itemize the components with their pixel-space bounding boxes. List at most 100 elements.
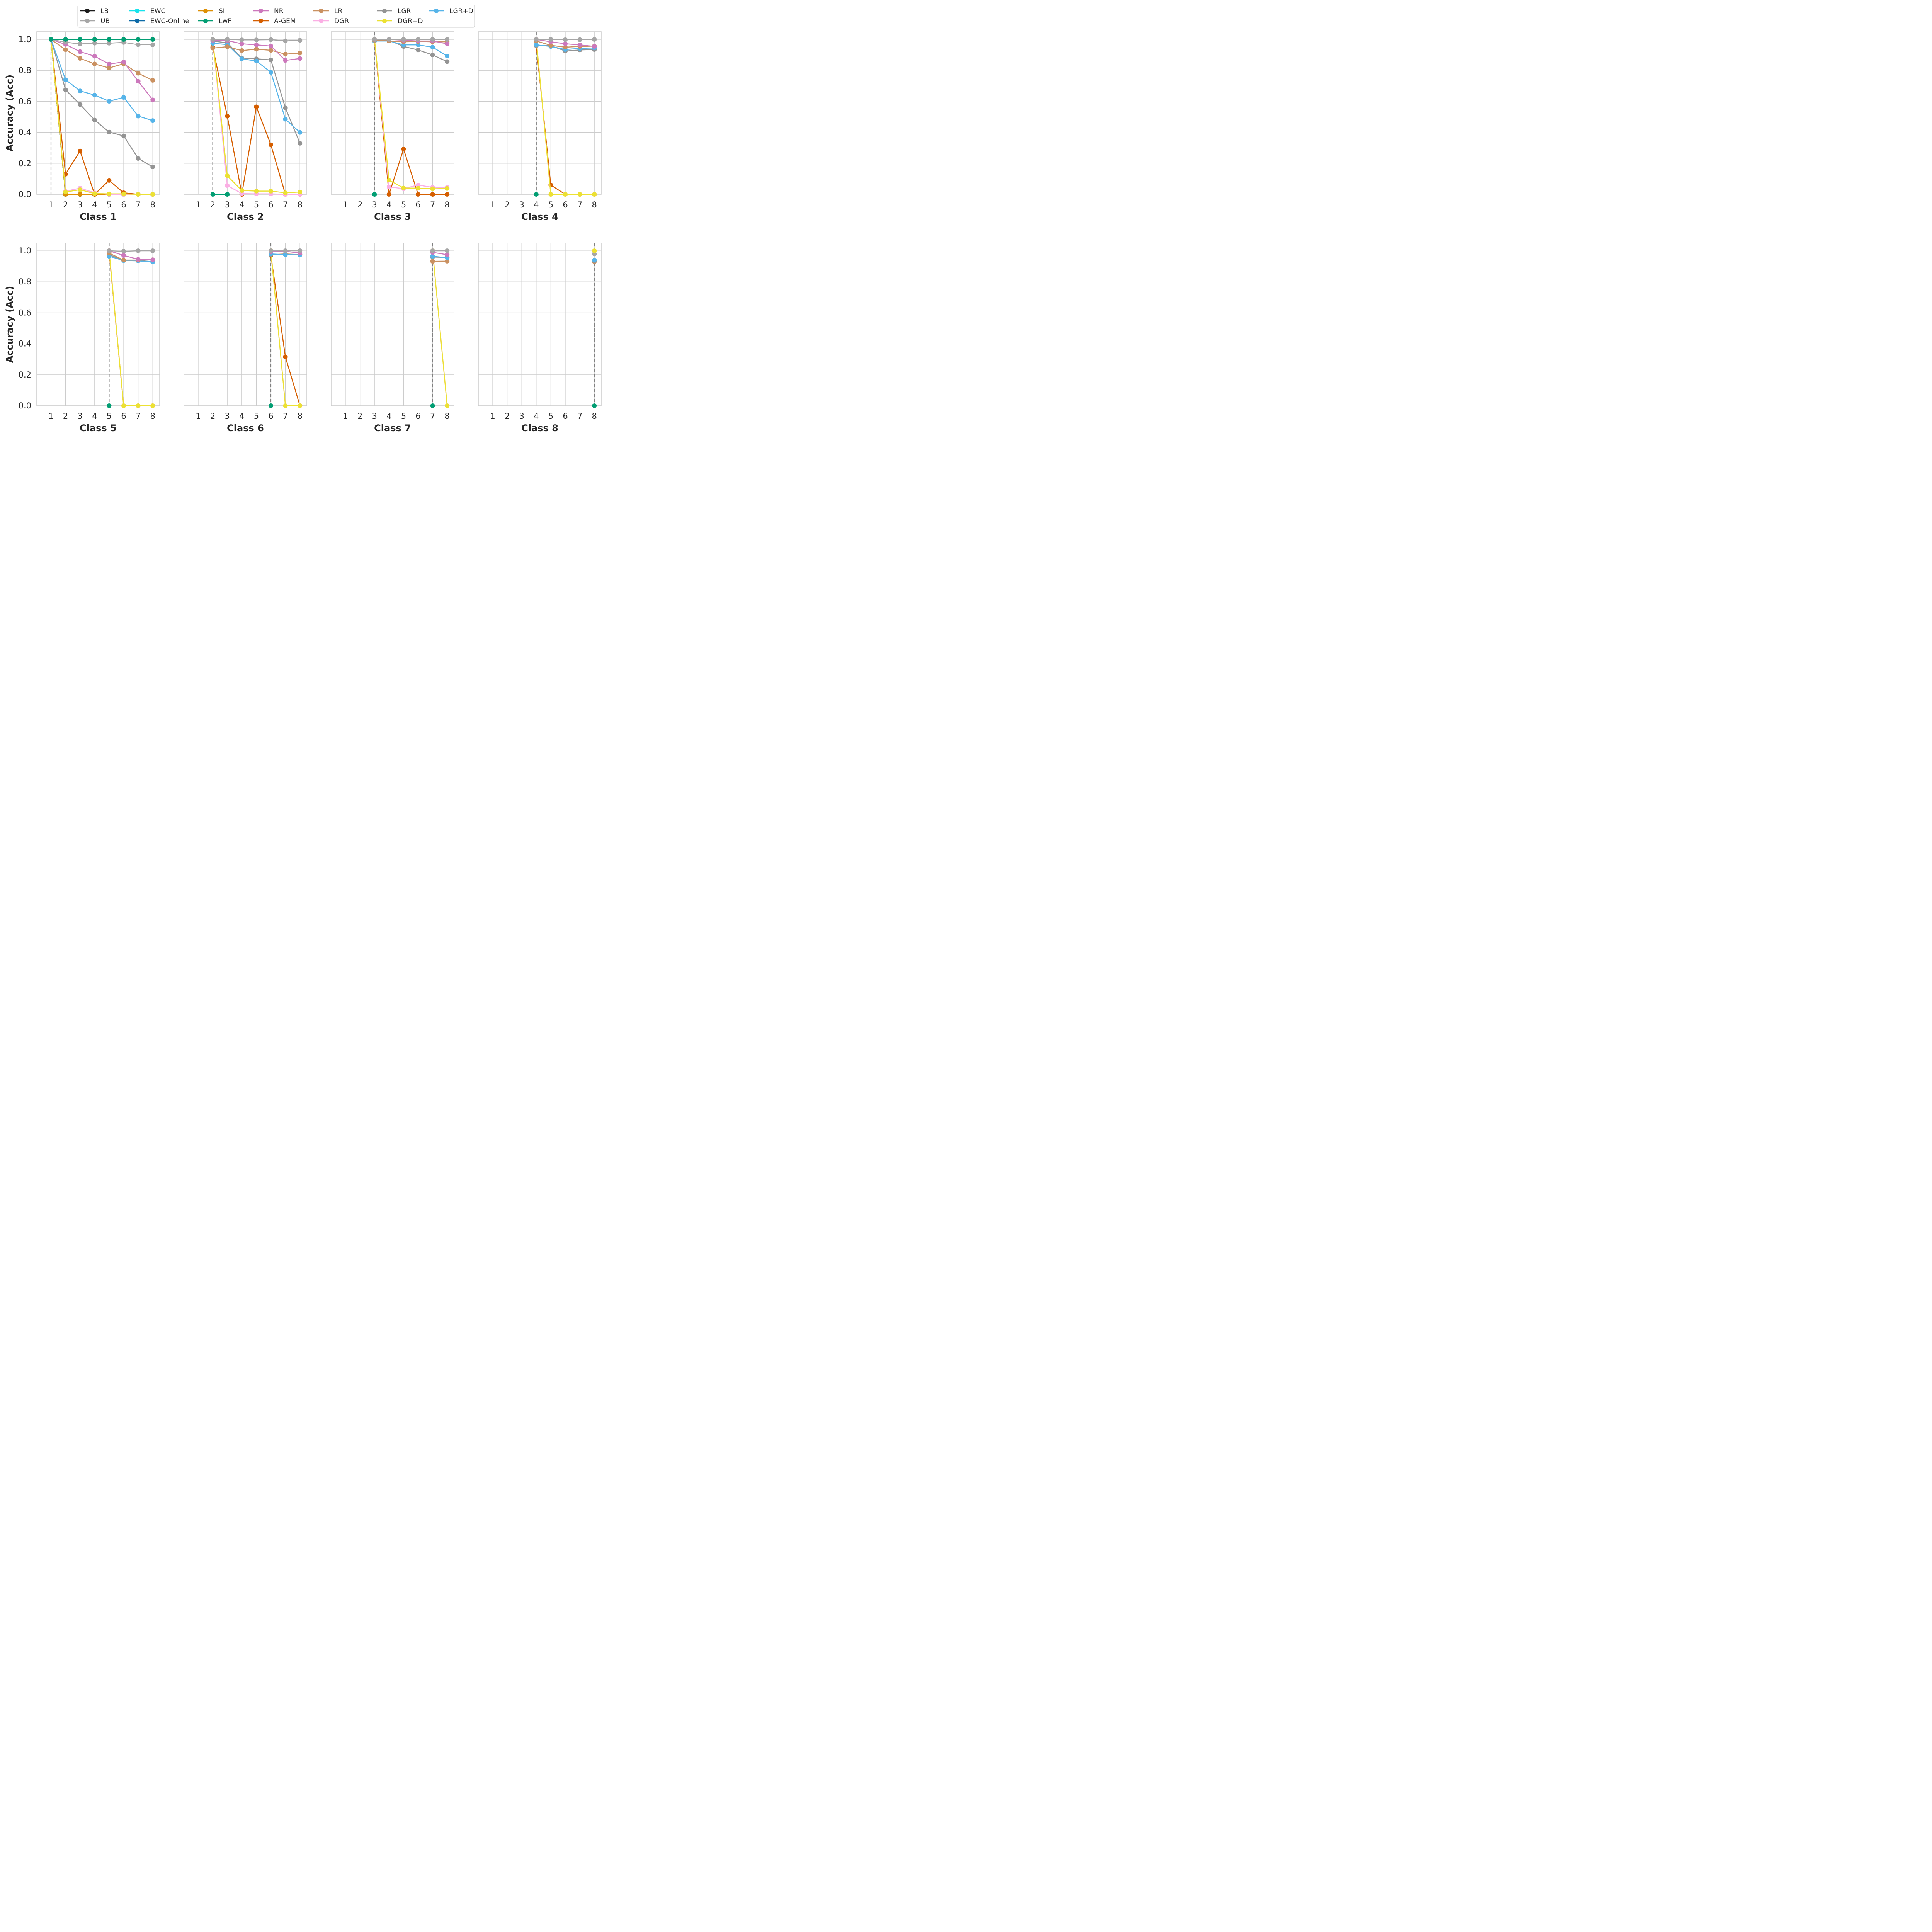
legend-item-lwf: LwF (198, 17, 231, 25)
data-point-ub (239, 37, 244, 43)
data-point-lwf (136, 37, 141, 42)
data-point-lr (269, 48, 273, 53)
x-tick-label: 3 (519, 200, 524, 209)
x-tick-label: 1 (48, 200, 53, 209)
series-line-ub (51, 39, 153, 45)
data-point-nr (107, 61, 112, 66)
data-point-lgr-d (416, 43, 420, 48)
series-dgr (372, 37, 450, 191)
legend-label-ewc: EWC (150, 7, 165, 15)
data-point-lr (298, 51, 303, 56)
series-lwf (269, 403, 273, 408)
legend-marker-a-gem (259, 19, 263, 23)
x-tick-label: 3 (78, 412, 83, 421)
data-point-lr (445, 259, 450, 264)
data-point-lwf (49, 37, 53, 42)
data-point-lwf (121, 37, 126, 42)
panel-frame (331, 31, 454, 195)
x-tick-label: 2 (63, 412, 68, 421)
x-tick-label: 2 (505, 412, 510, 421)
y-tick-label: 0.6 (19, 97, 31, 106)
legend-marker-lgr (382, 9, 387, 13)
x-tick-label: 8 (150, 412, 155, 421)
x-tick-label: 5 (254, 412, 259, 421)
legend-label-lwf: LwF (219, 17, 231, 25)
panel-frame (36, 31, 160, 195)
legend-marker-dgr (319, 19, 323, 23)
data-point-dgr-d (416, 186, 420, 190)
data-point-lwf (592, 403, 597, 408)
data-point-dgr-d (225, 173, 230, 178)
x-tick-label: 1 (196, 412, 201, 421)
legend-label-ewc-online: EWC-Online (150, 17, 189, 25)
x-tick-label: 3 (78, 200, 83, 209)
data-point-dgr-d (283, 403, 288, 408)
y-tick-label: 0.2 (19, 159, 31, 168)
data-point-lgr-d (63, 77, 68, 82)
data-point-lgr-d (283, 117, 288, 122)
legend-label-ub: UB (100, 17, 110, 25)
data-point-a-gem (430, 192, 435, 197)
legend-marker-ub (85, 19, 90, 23)
data-point-dgr-d (592, 248, 597, 253)
x-axis-title: Class 2 (227, 211, 264, 222)
data-point-lgr-d (254, 58, 259, 63)
x-tick-label: 5 (548, 200, 553, 209)
data-point-ub (92, 41, 97, 46)
data-point-lr (283, 52, 288, 57)
data-point-ub (283, 248, 288, 253)
legend-item-lb: LB (80, 7, 109, 15)
series-line-dgr-d (50, 39, 153, 195)
data-point-dgr-d (121, 191, 126, 196)
y-axis-title: Accuracy (Acc) (4, 75, 15, 151)
data-point-nr (78, 49, 83, 54)
data-point-lgr (430, 53, 435, 58)
data-point-dgr-d (386, 178, 391, 183)
data-point-ub (298, 248, 303, 253)
panel-class-4: 1 2 3 4 5 6 7 8 Class 4 (478, 31, 602, 222)
data-point-lwf (78, 37, 83, 42)
series-lwf (49, 37, 155, 42)
x-tick-label: 5 (107, 412, 112, 421)
series-line-a-gem (109, 252, 153, 406)
data-point-lgr-d (269, 70, 273, 75)
x-tick-label: 7 (577, 200, 582, 209)
legend-item-ewc: EWC (129, 7, 165, 15)
legend-item-dgr: DGR (313, 17, 349, 25)
data-point-ub (548, 37, 553, 42)
x-tick-label: 8 (298, 412, 303, 421)
data-point-ub (136, 248, 141, 253)
x-tick-label: 1 (343, 200, 348, 209)
x-tick-label: 6 (415, 200, 420, 209)
data-point-a-gem (445, 192, 450, 197)
data-point-lgr-d (150, 118, 155, 123)
x-tick-label: 7 (430, 200, 435, 209)
data-point-lr (63, 47, 68, 52)
series-dgr-d (107, 248, 155, 408)
series-line-lr (51, 39, 153, 81)
legend-label-si: SI (219, 7, 225, 15)
series-line-dgr-d (374, 39, 447, 189)
x-tick-label: 6 (563, 412, 568, 421)
legend-marker-lwf (203, 19, 208, 23)
legend-item-a-gem: A-GEM (253, 17, 296, 25)
data-point-ub (372, 37, 377, 42)
data-point-nr (150, 257, 155, 262)
series-line-lgr (374, 39, 447, 62)
data-point-nr (269, 44, 273, 49)
x-tick-label: 7 (577, 412, 582, 421)
x-tick-label: 4 (239, 412, 244, 421)
data-point-lr (548, 43, 553, 48)
y-tick-label: 1.0 (19, 246, 31, 255)
legend-label-lb: LB (100, 7, 109, 15)
data-point-dgr-d (548, 192, 553, 197)
data-point-ub (416, 37, 420, 42)
data-point-ub (150, 248, 155, 253)
x-tick-label: 6 (268, 412, 273, 421)
data-point-nr (298, 56, 303, 61)
series-ub (49, 37, 155, 47)
